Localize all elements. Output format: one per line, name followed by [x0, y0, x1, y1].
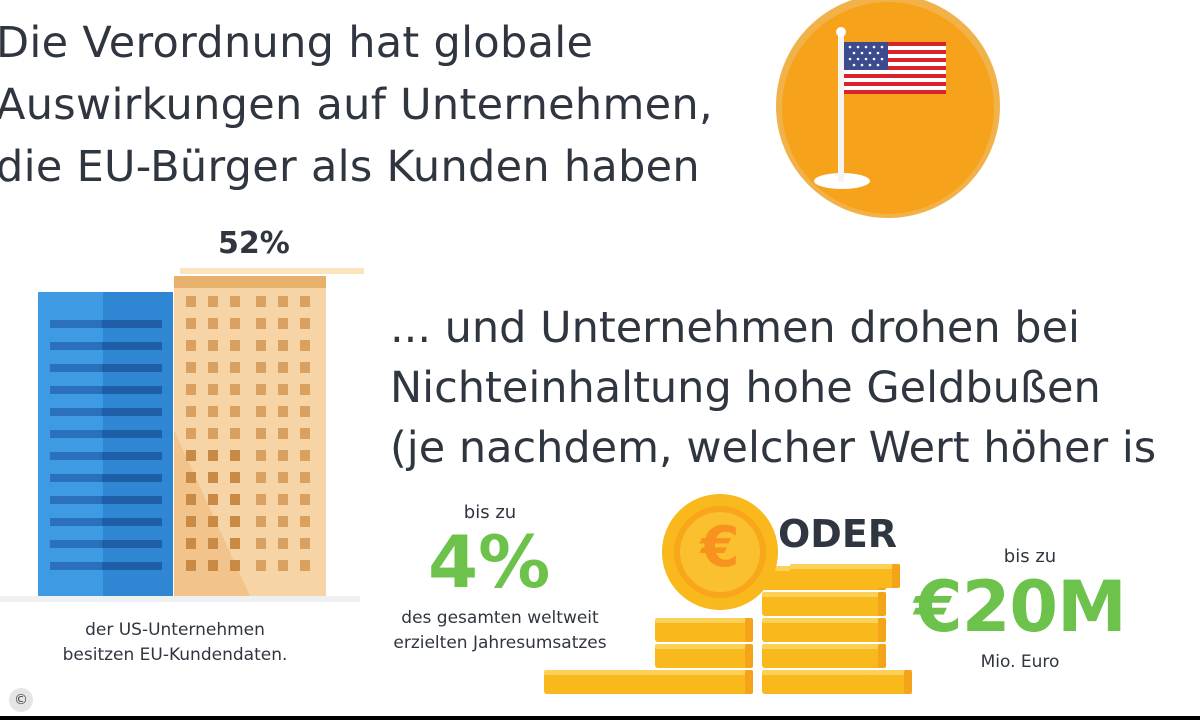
headline-line-2: Auswirkungen auf Unternehmen, — [0, 80, 713, 130]
headline-line-1: Die Verordnung hat globale — [0, 18, 594, 68]
option1-prefix: bis zu — [463, 502, 517, 523]
copyright-icon: © — [9, 688, 33, 712]
stat-us-caption-line-2: besitzen EU-Kundendaten. — [62, 645, 288, 665]
separator-oder: ODER — [778, 512, 898, 556]
fines-intro: ... und Unternehmen drohen bei Nichteinh… — [390, 298, 1156, 478]
stat-us-value: 52% — [218, 226, 290, 261]
headline: Die Verordnung hat globale Auswirkungen … — [0, 12, 713, 198]
coin-stack-icon — [544, 494, 912, 694]
option1-caption-line-1: des gesamten weltweit — [401, 608, 599, 628]
option1-caption-line-2: erzielten Jahresumsatzes — [393, 633, 607, 653]
option2-prefix: bis zu — [1003, 546, 1057, 567]
fines-intro-line-3: (je nachdem, welcher Wert höher is — [390, 423, 1157, 473]
us-flag-icon — [776, 0, 1000, 218]
headline-line-3: die EU-Bürger als Kunden haben — [0, 142, 700, 192]
option1-caption: des gesamten weltweit erzielten Jahresum… — [360, 606, 640, 656]
fines-intro-line-2: Nichteinhaltung hohe Geldbußen — [390, 363, 1101, 413]
stat-us-caption-line-1: der US-Unternehmen — [85, 620, 265, 640]
building-icon — [0, 268, 364, 602]
coin-euro-symbol: € — [700, 515, 740, 580]
option1-value: 4% — [428, 520, 551, 604]
option2-caption: Mio. Euro — [980, 652, 1060, 672]
option2-value: €20M — [914, 566, 1127, 648]
stat-us-caption: der US-Unternehmen besitzen EU-Kundendat… — [20, 618, 330, 668]
fines-intro-line-1: ... und Unternehmen drohen bei — [390, 303, 1080, 353]
